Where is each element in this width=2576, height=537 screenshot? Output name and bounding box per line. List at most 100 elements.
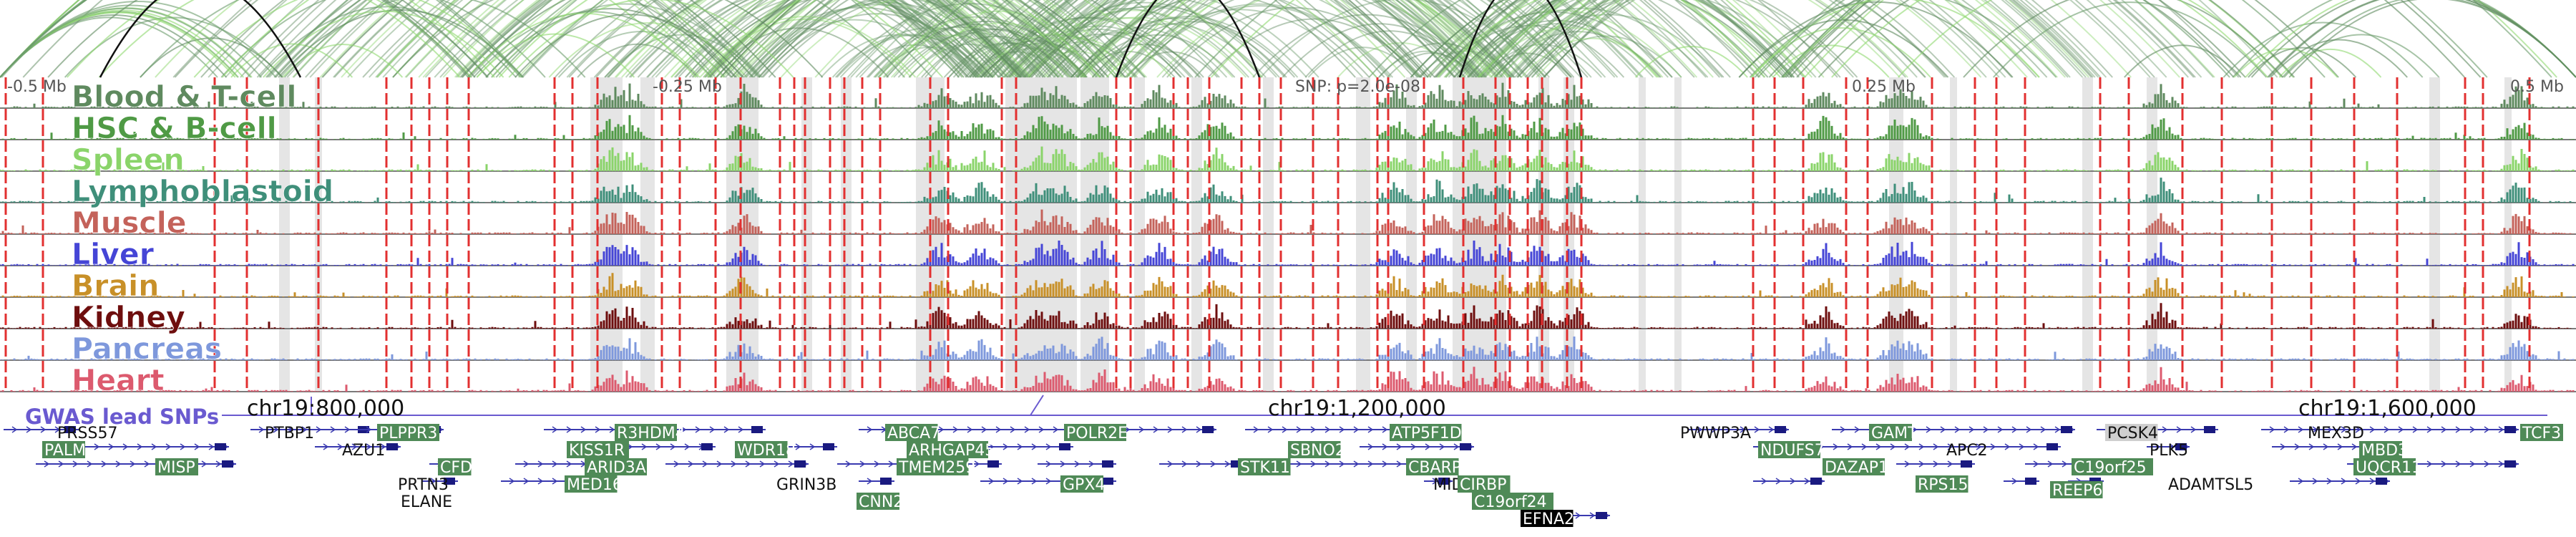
strand-arrow: [2441, 426, 2447, 433]
loop-arc: [462, 0, 906, 78]
strand-arrow: [44, 460, 50, 468]
gene-label: TMEM259: [898, 459, 975, 477]
loop-arc: [1506, 0, 2040, 78]
strand-arrow: [2484, 426, 2490, 433]
strand-arrow: [1904, 443, 1911, 450]
loop-arc: [646, 0, 1046, 78]
gene-label-box: [42, 441, 85, 458]
strand-arrow: [72, 460, 79, 468]
strand-arrow: [1947, 460, 1953, 468]
strand-arrow: [1396, 460, 1402, 468]
strand-arrow: [537, 460, 544, 468]
strand-arrow: [1976, 443, 1982, 450]
red-dashed-markers: [4, 77, 2531, 392]
strand-arrow: [759, 460, 766, 468]
signal-peaks: [0, 241, 2575, 266]
loop-arc: [855, 44, 975, 78]
strand-arrow: [1933, 460, 1939, 468]
loop-arc: [1517, 0, 1987, 78]
loop-arc: [1098, 0, 1498, 78]
loop-arc: [593, 0, 1080, 78]
loop-arc: [1131, 0, 1465, 78]
gene-label: PWWP3A: [1680, 425, 1751, 442]
loop-arc: [943, 42, 1070, 78]
strand-arrow: [273, 426, 279, 433]
gene-label: EFNA2: [1523, 511, 1574, 528]
gene-label: REEP6: [2052, 482, 2102, 500]
strand-arrow: [1983, 426, 1989, 433]
gene-label: APC2: [1946, 442, 1988, 460]
strand-arrow: [509, 478, 515, 485]
loop-arc: [485, 8, 736, 78]
loop-arc: [980, 47, 1088, 78]
strand-arrow: [938, 426, 945, 433]
gene-exon: [444, 478, 455, 485]
gene-exon: [751, 426, 763, 433]
gene-label-box: [1406, 458, 1459, 475]
gene-exon: [1596, 512, 1607, 519]
loop-arc: [140, 0, 489, 78]
strand-arrow: [1961, 443, 1968, 450]
strand-arrow: [2169, 443, 2175, 450]
loop-arc: [0, 0, 522, 78]
loop-arc: [1028, 16, 1247, 78]
strand-arrow: [1697, 426, 1703, 433]
gene-label: C19orf25: [2074, 459, 2147, 477]
gene-label: PTBP1: [265, 425, 314, 442]
strand-arrow: [867, 426, 873, 433]
loop-arc: [1113, 0, 1568, 78]
loop-arc: [1025, 5, 1286, 78]
loop-arc: [2278, 48, 2382, 78]
loop-arc: [1094, 0, 1547, 78]
strand-arrow: [1353, 460, 1360, 468]
gene-label-box: [1288, 441, 1341, 458]
strand-arrow: [144, 460, 150, 468]
gene-exon: [1202, 426, 1214, 433]
gene-label-box: [1472, 493, 1553, 510]
strand-arrow: [26, 426, 32, 433]
loop-arc: [1467, 0, 1946, 78]
loop-arc: [980, 34, 1137, 78]
gene-label: ADAMTSL5: [2168, 476, 2253, 494]
strand-arrow: [337, 443, 343, 450]
loop-arc: [1963, 0, 2284, 78]
loop-arc: [893, 32, 1057, 78]
strand-arrow: [2298, 478, 2304, 485]
strand-arrow: [2426, 426, 2433, 433]
loop-arc: [981, 16, 1200, 78]
strand-arrow: [655, 443, 662, 450]
loop-arc: [1494, 31, 1662, 78]
loop-arc: [1016, 17, 1234, 78]
strand-arrow: [1196, 460, 1202, 468]
strand-arrow: [2040, 426, 2046, 433]
strand-arrow: [2469, 460, 2476, 468]
loop-arc: [1494, 0, 1956, 78]
strand-arrow: [1761, 478, 1767, 485]
strand-arrow: [1439, 443, 1445, 450]
gene-label: PRTN3: [398, 476, 449, 494]
strand-arrow: [1768, 426, 1775, 433]
strand-arrow: [1740, 426, 1746, 433]
strand-arrow: [2308, 443, 2315, 450]
strand-arrow: [1267, 426, 1274, 433]
gene-label-box: [1390, 424, 1462, 441]
signal-peaks: [0, 303, 2572, 329]
loop-arc: [1634, 46, 1748, 78]
loop-arc: [265, 0, 743, 78]
strand-arrow: [731, 460, 737, 468]
loop-arc: [1008, 0, 1319, 78]
loop-arc: [2283, 34, 2440, 78]
loop-arc: [670, 0, 1086, 78]
strand-arrow: [1382, 460, 1388, 468]
strand-arrow: [1074, 460, 1080, 468]
loop-arc: [740, 0, 1262, 78]
strand-arrow: [716, 460, 723, 468]
gene-label: MED16: [567, 476, 623, 494]
loop-arc: [467, 12, 701, 78]
gene-exon: [794, 460, 806, 468]
loop-arc: [468, 0, 1022, 78]
loop-arc: [1536, 0, 2066, 78]
gene-label: UQCR11: [2356, 459, 2421, 477]
strand-arrow: [1947, 443, 1953, 450]
strand-arrow: [988, 478, 995, 485]
